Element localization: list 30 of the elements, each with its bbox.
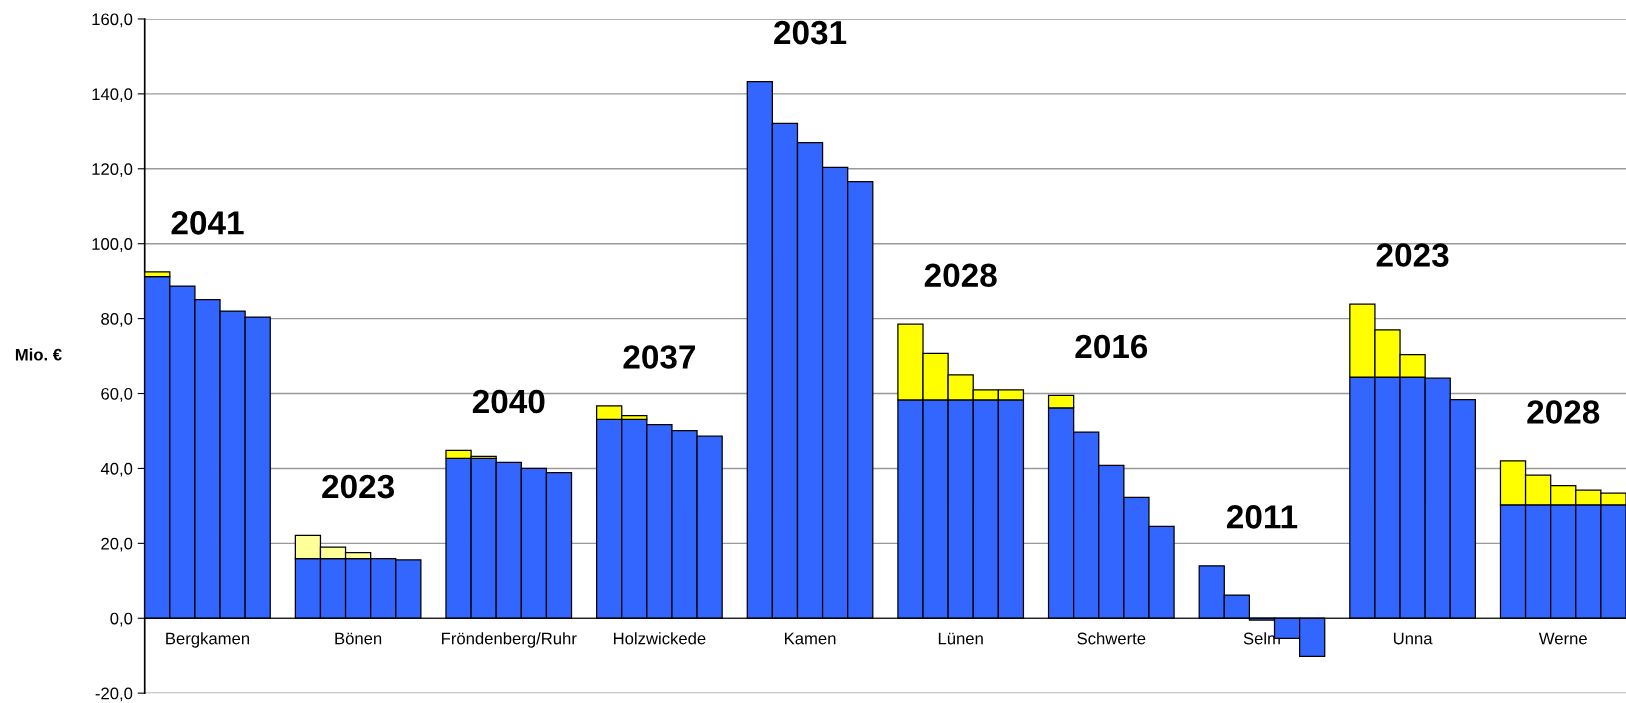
annotation: 2028	[1527, 400, 1600, 424]
y-tick-label: 0,0	[110, 612, 133, 627]
x-tick-label: Unna	[1393, 632, 1433, 645]
annotation: 2023	[1376, 243, 1449, 267]
x-tick-label: Werne	[1538, 632, 1587, 645]
y-tick-label: 40,0	[100, 462, 133, 477]
annotation: 2040	[472, 389, 545, 414]
annotation: 2016	[1075, 334, 1148, 359]
y-tick-label: -20,0	[95, 687, 133, 702]
x-tick-label: Kamen	[785, 632, 836, 645]
x-tick-label: Bergkamen	[166, 632, 250, 648]
y-axis-title: Mio. €	[15, 348, 62, 361]
annotation: 2011	[1226, 505, 1298, 529]
y-tick-label: 20,0	[101, 537, 133, 552]
x-tick-label: Bönen	[335, 632, 382, 645]
x-tick-label: Lünen	[938, 632, 983, 645]
y-tick-label: 160,0	[92, 13, 133, 28]
annotation: 2028	[924, 263, 997, 288]
annotation: 2031	[774, 20, 847, 45]
y-tick-label: 120,0	[92, 163, 133, 177]
y-tick-label: 100,0	[92, 238, 133, 252]
annotation: 2041	[171, 211, 244, 235]
y-tick-label: 140,0	[92, 88, 133, 103]
annotation: 2037	[623, 345, 696, 369]
x-tick-label: Fröndenberg/Ruhr	[442, 632, 577, 648]
y-tick-label: 60,0	[101, 387, 133, 402]
y-tick-label: 80,0	[101, 313, 133, 327]
x-tick-label: Schwerte	[1077, 632, 1146, 645]
x-tick-label: Holzwickede	[613, 632, 706, 645]
annotation: 2023	[322, 474, 394, 499]
